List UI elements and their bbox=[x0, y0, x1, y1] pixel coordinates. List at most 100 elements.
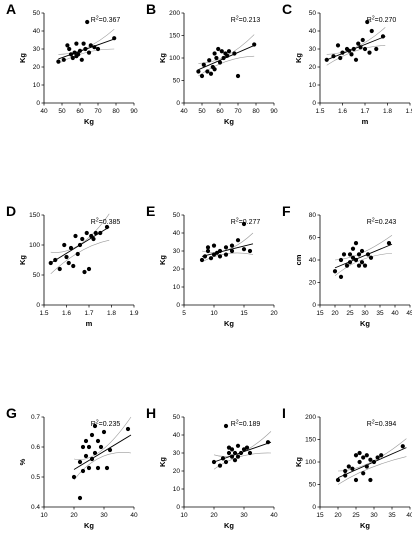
data-point bbox=[357, 450, 362, 456]
x-tick-label: 10 bbox=[210, 310, 218, 317]
ci-lower-curve bbox=[198, 55, 255, 77]
r-squared-prefix: R bbox=[231, 219, 236, 226]
data-point bbox=[86, 50, 92, 55]
data-point bbox=[91, 236, 96, 242]
y-tick-label: 60 bbox=[309, 235, 317, 242]
data-point bbox=[77, 242, 83, 248]
data-point bbox=[362, 46, 368, 52]
data-point bbox=[338, 55, 343, 61]
x-tick-label: 20 bbox=[270, 310, 278, 317]
data-point bbox=[365, 252, 371, 257]
data-point bbox=[343, 468, 348, 474]
r-squared-annotation: R2=0.277 bbox=[231, 218, 261, 227]
x-tick-label: 35 bbox=[376, 310, 384, 317]
data-point bbox=[208, 71, 214, 76]
data-point bbox=[199, 73, 205, 79]
r-squared-annotation: R2=0.213 bbox=[231, 16, 261, 25]
y-tick-label: 200 bbox=[169, 10, 180, 17]
x-tick-label: 70 bbox=[94, 108, 102, 115]
x-tick-label: 40 bbox=[40, 108, 48, 115]
ci-upper-curve bbox=[73, 416, 132, 460]
x-axis-label: Kg bbox=[224, 319, 234, 328]
data-point bbox=[380, 34, 386, 39]
y-tick-label: 30 bbox=[33, 46, 41, 53]
panel-f: F 0 20 40 60 80 15 20 25 30 35 40 45 Kg cm R2=0.243 bbox=[282, 203, 412, 328]
x-axis-label: m bbox=[86, 319, 93, 328]
y-axis-label: Kg bbox=[18, 255, 27, 265]
data-point bbox=[88, 43, 93, 48]
data-point bbox=[368, 457, 373, 462]
data-point bbox=[201, 62, 206, 67]
r-squared-value: =0.213 bbox=[239, 17, 261, 24]
r-squared-prefix: R bbox=[231, 421, 236, 428]
data-point bbox=[80, 444, 86, 450]
x-tick-label: 1.6 bbox=[338, 108, 347, 115]
data-point bbox=[65, 43, 70, 48]
y-tick-label: 0 bbox=[36, 100, 40, 107]
data-point bbox=[226, 450, 232, 456]
y-tick-label: 30 bbox=[173, 450, 181, 457]
data-point bbox=[107, 447, 113, 453]
data-point bbox=[361, 455, 366, 460]
data-point bbox=[71, 474, 77, 480]
data-point bbox=[83, 453, 89, 459]
x-tick-label: 25 bbox=[352, 512, 360, 519]
data-point bbox=[357, 459, 362, 465]
data-point bbox=[238, 450, 244, 456]
y-axis-label: Kg bbox=[294, 53, 303, 63]
x-tick-label: 80 bbox=[252, 108, 260, 115]
x-tick-label: 5 bbox=[182, 310, 186, 317]
y-axis-label: Kg bbox=[158, 53, 167, 63]
y-tick-label: 40 bbox=[33, 28, 41, 35]
panel-letter: A bbox=[6, 1, 16, 17]
x-tick-label: 1.6 bbox=[62, 310, 71, 317]
r-squared-superscript: 2 bbox=[372, 420, 375, 426]
data-point bbox=[214, 55, 219, 61]
data-point bbox=[350, 466, 355, 471]
r-squared-superscript: 2 bbox=[372, 16, 375, 22]
x-tick-label: 15 bbox=[240, 310, 248, 317]
data-point bbox=[223, 423, 229, 429]
y-tick-label: 150 bbox=[305, 437, 316, 444]
data-point bbox=[235, 238, 241, 243]
y-tick-label: 50 bbox=[173, 212, 181, 219]
data-point bbox=[57, 266, 62, 272]
panel-c: C 0 10 20 30 40 50 1.5 1.6 1.7 1.8 1.9 m Kg R2=0.270 bbox=[282, 1, 412, 126]
data-point bbox=[220, 456, 226, 461]
x-tick-label: 30 bbox=[100, 512, 108, 519]
panel-letter: C bbox=[282, 1, 292, 17]
data-point bbox=[68, 52, 74, 57]
data-point bbox=[95, 465, 101, 471]
panel-letter: D bbox=[6, 203, 16, 219]
y-tick-label: 0 bbox=[176, 504, 180, 511]
data-point bbox=[68, 245, 74, 251]
data-point bbox=[217, 60, 223, 65]
data-point bbox=[344, 263, 350, 268]
y-tick-label: 0 bbox=[176, 302, 180, 309]
x-tick-label: 1.5 bbox=[315, 108, 324, 115]
data-point bbox=[211, 243, 217, 248]
x-tick-label: 25 bbox=[346, 310, 354, 317]
data-point bbox=[252, 42, 257, 47]
y-tick-label: 0.7 bbox=[31, 414, 40, 421]
y-tick-label: 0.4 bbox=[31, 504, 40, 511]
data-point bbox=[66, 260, 71, 266]
y-tick-label: 20 bbox=[33, 64, 41, 71]
x-tick-label: 40 bbox=[180, 108, 188, 115]
data-point bbox=[235, 73, 241, 79]
data-point bbox=[338, 257, 344, 263]
data-point bbox=[375, 455, 380, 460]
x-tick-label: 90 bbox=[130, 108, 138, 115]
r-squared-annotation: R2=0.189 bbox=[231, 420, 261, 429]
y-tick-label: 0 bbox=[312, 100, 316, 107]
x-tick-label: 1.9 bbox=[405, 108, 412, 115]
data-point bbox=[353, 477, 359, 483]
data-point bbox=[82, 269, 87, 275]
x-tick-label: 10 bbox=[180, 512, 188, 519]
r-squared-superscript: 2 bbox=[236, 218, 239, 224]
data-point bbox=[229, 454, 235, 459]
data-point bbox=[241, 221, 247, 227]
panel-letter: H bbox=[146, 405, 156, 421]
ci-lower-curve bbox=[337, 456, 407, 485]
data-point bbox=[386, 241, 392, 246]
